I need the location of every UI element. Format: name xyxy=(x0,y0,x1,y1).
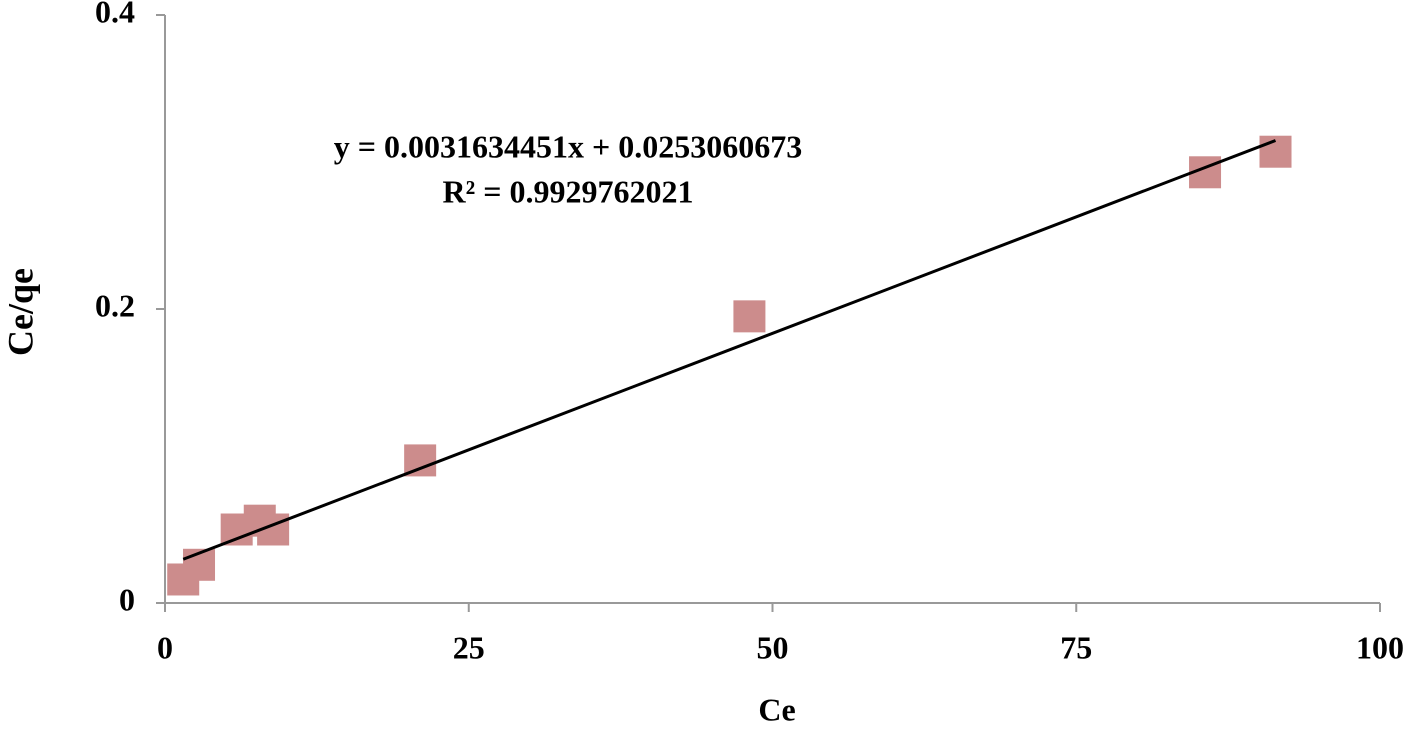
x-axis-title: Ce xyxy=(758,691,795,727)
trendline-r2: R² = 0.9929762021 xyxy=(443,173,694,209)
y-tick-label: 0.4 xyxy=(95,0,135,29)
trendline-equation: y = 0.0031634451x + 0.0253060673 xyxy=(334,128,802,164)
marker xyxy=(733,300,766,333)
y-tick-label: 0.2 xyxy=(95,287,135,323)
x-tick-label: 25 xyxy=(453,629,485,665)
trendline xyxy=(182,139,1277,561)
x-tick-label: 100 xyxy=(1356,629,1404,665)
y-axis-title: Ce/qe xyxy=(0,268,40,356)
x-tick-label: 75 xyxy=(1060,629,1092,665)
y-tick-label: 0 xyxy=(119,581,135,617)
x-tick-label: 50 xyxy=(757,629,789,665)
x-tick-label: 0 xyxy=(157,629,173,665)
